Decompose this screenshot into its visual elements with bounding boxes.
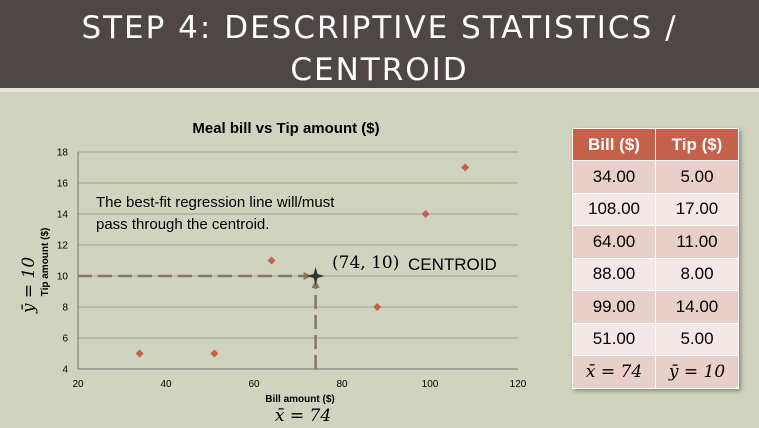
y-tick-label: 12 [57, 241, 69, 252]
bill-cell: 88.00 [572, 257, 656, 291]
bill-cell: 34.00 [572, 160, 656, 194]
tip-cell: 5.00 [655, 322, 739, 356]
x-axis-label: Bill amount ($) [265, 394, 334, 405]
y-tick-labels: 4 6 8 10 12 14 16 18 [57, 148, 69, 376]
x-tick-label: 20 [72, 379, 84, 390]
centroid-guide-lines [78, 267, 325, 369]
table-row: 108.00 17.00 [572, 192, 739, 226]
y-tick-label: 18 [57, 148, 69, 159]
centroid-coordinate-label: (74, 10) [332, 253, 399, 273]
y-axis-label: Tip amount ($) [40, 228, 51, 297]
x-tick-label: 60 [248, 379, 260, 390]
centroid-marker [306, 267, 325, 285]
tip-cell: 11.00 [655, 225, 739, 259]
y-tick-label: 8 [62, 303, 68, 314]
x-tick-labels: 20 40 60 80 100 120 [72, 379, 526, 390]
data-point [267, 256, 276, 265]
tip-cell: 5.00 [655, 160, 739, 194]
y-tick-label: 10 [57, 272, 69, 283]
table-row: 99.00 14.00 [572, 290, 739, 324]
slide-title-line1: STEP 4: DESCRIPTIVE STATISTICS / [81, 10, 678, 46]
table-row: 34.00 5.00 [572, 160, 739, 194]
data-point [210, 349, 219, 358]
table-row: 51.00 5.00 [572, 322, 739, 356]
x-tick-label: 80 [336, 379, 348, 390]
column-header-tip: Tip ($) [655, 128, 739, 161]
gridlines [78, 151, 518, 339]
slide-title-line2: CENTROID [290, 52, 469, 88]
bill-cell: 64.00 [572, 225, 656, 259]
scatter-chart: Meal bill vs Tip amount ($) 4 6 8 10 12 14 16 1… [40, 120, 527, 426]
header-accent-line [0, 88, 759, 92]
y-tick-label: 14 [57, 210, 69, 221]
table-row: 64.00 11.00 [572, 225, 739, 259]
y-tick-label: 4 [62, 365, 68, 376]
centroid-label: CENTROID [408, 255, 497, 274]
y-mean-label: ȳ = 10 [19, 256, 40, 314]
tip-cell: 8.00 [655, 257, 739, 291]
y-tick-label: 6 [62, 334, 68, 345]
x-mean-label: x̄ = 74 [275, 406, 331, 426]
column-header-bill: Bill ($) [572, 128, 656, 161]
table-footer-row: x̄ = 74 ȳ = 10 [572, 355, 739, 389]
data-point [421, 210, 430, 218]
data-points [135, 163, 470, 358]
tip-mean-cell: ȳ = 10 [655, 355, 739, 389]
chart-title: Meal bill vs Tip amount ($) [192, 120, 379, 137]
x-tick-label: 100 [422, 379, 439, 390]
y-tick-label: 16 [57, 179, 69, 190]
bill-cell: 51.00 [572, 322, 656, 356]
x-tick-label: 40 [160, 379, 172, 390]
bill-cell: 108.00 [572, 192, 656, 226]
x-tick-label: 120 [510, 379, 527, 390]
data-point [135, 349, 144, 358]
data-table: Bill ($) Tip ($) 34.00 5.00 108.00 17.00… [572, 128, 739, 389]
bill-mean-cell: x̄ = 74 [572, 355, 656, 389]
bill-cell: 99.00 [572, 290, 656, 324]
slide-header: STEP 4: DESCRIPTIVE STATISTICS / CENTROI… [0, 0, 759, 88]
tip-cell: 14.00 [655, 290, 739, 324]
tip-cell: 17.00 [655, 192, 739, 226]
data-point [373, 303, 382, 311]
table-header-row: Bill ($) Tip ($) [572, 128, 739, 161]
regression-note-line1: The best-fit regression line will/must [96, 194, 335, 211]
axes [77, 152, 518, 370]
regression-note-line2: pass through the centroid. [96, 216, 269, 233]
data-point [461, 163, 470, 172]
table-row: 88.00 8.00 [572, 257, 739, 291]
